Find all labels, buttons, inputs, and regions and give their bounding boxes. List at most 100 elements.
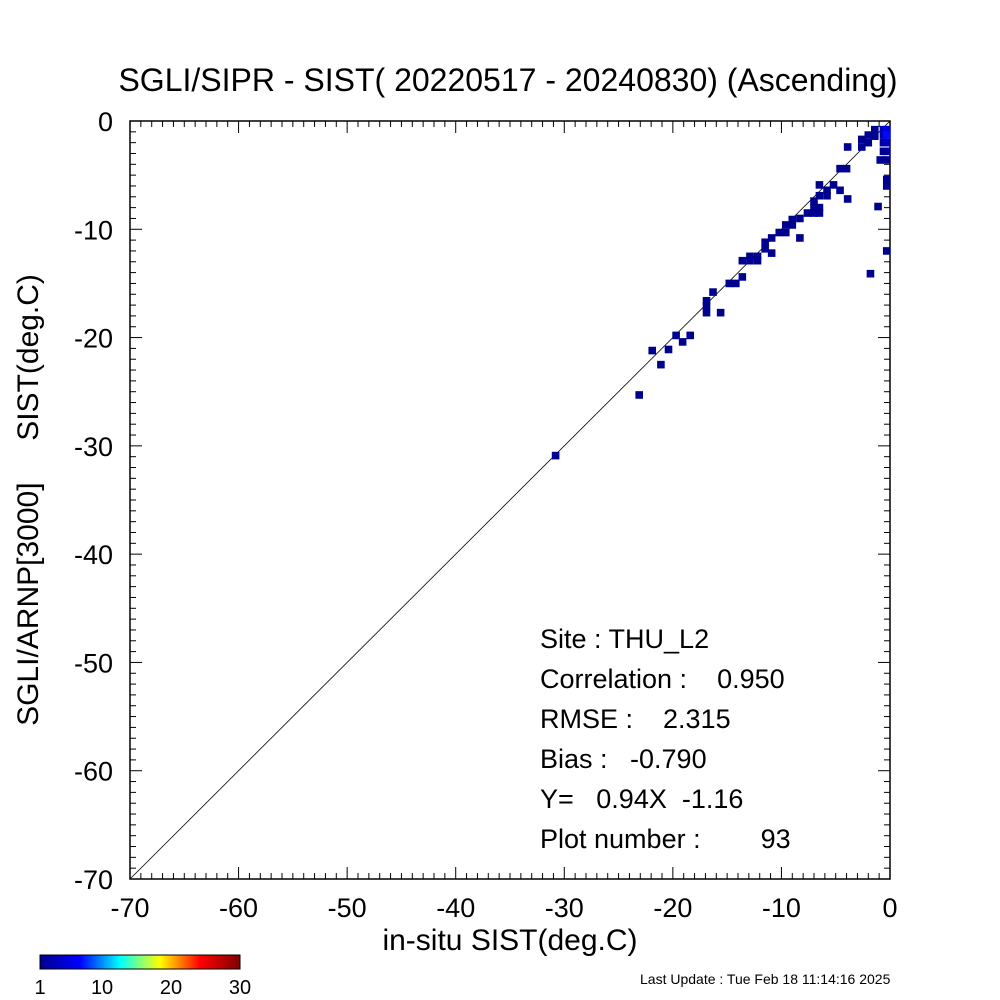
- data-point: [882, 131, 891, 139]
- data-point: [882, 247, 891, 255]
- data-point: [836, 186, 844, 195]
- data-point: [823, 186, 831, 195]
- data-point: [686, 331, 695, 340]
- stat-correlation: Correlation : 0.950: [540, 664, 785, 694]
- colorbar: 1 10 20 30: [34, 954, 251, 999]
- data-point: [551, 451, 560, 460]
- data-point: [803, 209, 812, 217]
- stat-plot-number: Plot number : 93: [540, 824, 791, 854]
- data-point: [664, 345, 673, 354]
- colorbar-ticks: 1 10 20 30: [34, 977, 251, 999]
- axis-ticks: -70 -60 -50 -40 -30 -20 -10 0 -70 -60 -50 -40 -30 -20…: [74, 107, 898, 923]
- data-point: [829, 181, 838, 189]
- data-point: [857, 135, 866, 144]
- data-point: [874, 202, 882, 211]
- data-point: [836, 164, 844, 173]
- data-point: [761, 244, 769, 253]
- data-point: [842, 164, 851, 173]
- data-point: [781, 228, 790, 237]
- y-tick-label: -30: [74, 432, 113, 462]
- data-point: [672, 331, 680, 340]
- data-point: [882, 175, 891, 184]
- data-point: [738, 256, 747, 265]
- data-point: [871, 125, 879, 134]
- data-point: [796, 214, 804, 223]
- stat-bias: Bias : -0.790: [540, 744, 707, 774]
- x-tick-label: -40: [436, 893, 475, 923]
- data-point: [648, 346, 657, 355]
- data-point: [876, 156, 885, 164]
- data-point: [702, 296, 711, 305]
- data-point: [781, 221, 790, 229]
- data-point: [767, 249, 776, 257]
- data-point: [815, 191, 824, 200]
- data-point: [864, 138, 873, 147]
- data-point: [761, 238, 769, 247]
- data-point: [767, 234, 776, 242]
- data-point: [810, 209, 818, 217]
- x-tick-label: -30: [545, 893, 584, 923]
- data-point: [882, 147, 891, 156]
- x-tick-label: -60: [219, 893, 258, 923]
- data-point: [725, 279, 734, 288]
- data-point: [882, 138, 891, 147]
- data-point: [732, 279, 740, 288]
- colorbar-tick-label: 20: [160, 977, 182, 999]
- y-tick-label: 0: [98, 107, 113, 137]
- data-point: [788, 215, 797, 224]
- y-tick-label: -50: [74, 648, 113, 678]
- data-points: [551, 125, 891, 460]
- data-point: [882, 182, 891, 190]
- data-point: [702, 302, 711, 310]
- y-tick-label: -40: [74, 540, 113, 570]
- data-point: [823, 191, 831, 200]
- colorbar-gradient: [39, 954, 241, 970]
- y-axis-label: SGLI/ARNP[3000] SIST(deg.C): [12, 274, 45, 726]
- data-point: [753, 256, 762, 265]
- data-point: [738, 273, 747, 281]
- data-point: [796, 234, 804, 242]
- data-point: [815, 203, 824, 212]
- data-point: [843, 195, 852, 203]
- data-point: [882, 156, 891, 164]
- data-point: [635, 391, 643, 399]
- data-point: [810, 197, 818, 205]
- stat-regression: Y= 0.94X -1.16: [540, 784, 743, 814]
- data-point: [843, 143, 852, 151]
- data-point: [810, 203, 818, 212]
- last-update-text: Last Update : Tue Feb 18 11:14:16 2025: [640, 971, 891, 987]
- data-point: [678, 338, 687, 346]
- y-tick-label: -70: [74, 865, 113, 895]
- stats-panel: Site : THU_L2 Correlation : 0.950 RMSE :…: [540, 624, 791, 854]
- data-point: [775, 228, 784, 237]
- data-point: [815, 181, 824, 189]
- x-axis-label: in-situ SIST(deg.C): [382, 924, 637, 957]
- y-tick-label: -10: [74, 215, 113, 245]
- colorbar-tick-label: 1: [34, 977, 45, 999]
- data-point: [746, 256, 754, 265]
- stat-rmse: RMSE : 2.315: [540, 704, 731, 734]
- data-point: [871, 132, 879, 140]
- data-point: [882, 125, 891, 134]
- data-point: [857, 143, 866, 151]
- x-tick-label: -10: [762, 893, 801, 923]
- x-tick-label: -20: [653, 893, 692, 923]
- data-point: [753, 252, 762, 261]
- x-tick-label: 0: [882, 893, 897, 923]
- colorbar-tick-label: 10: [91, 977, 113, 999]
- data-point: [657, 360, 665, 369]
- x-tick-label: -70: [110, 893, 149, 923]
- x-tick-label: -50: [328, 893, 367, 923]
- data-point: [746, 252, 754, 261]
- data-point: [702, 308, 711, 317]
- data-point: [866, 269, 875, 278]
- colorbar-tick-label: 30: [229, 977, 251, 999]
- y-tick-label: -20: [74, 324, 113, 354]
- data-point: [716, 308, 725, 317]
- y-tick-label: -60: [74, 757, 113, 787]
- stat-site: Site : THU_L2: [540, 624, 709, 654]
- data-point: [864, 131, 873, 139]
- data-point: [709, 288, 717, 296]
- chart-title: SGLI/SIPR - SIST( 20220517 - 20240830) (…: [118, 62, 897, 98]
